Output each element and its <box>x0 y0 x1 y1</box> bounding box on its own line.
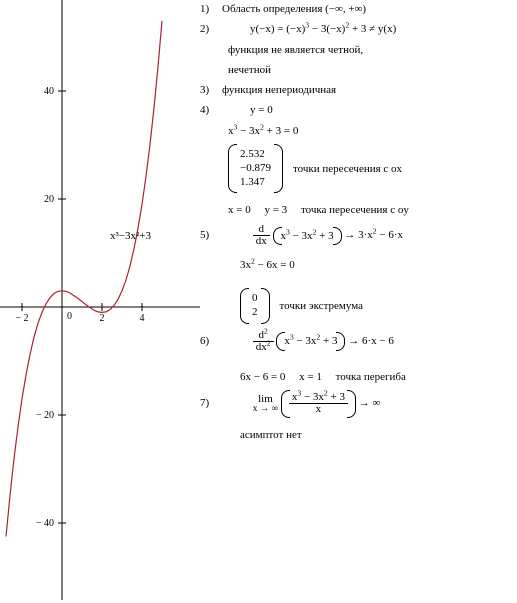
item-1: 1) <box>200 2 222 16</box>
function-chart: − 4− 224− 40− 2020400 x³−3x²+3 <box>0 0 200 600</box>
item-2: 2) <box>200 22 222 36</box>
d2-inner: x3 − 3x2 + 3 <box>284 335 337 347</box>
d2-bot: dx2 <box>253 342 274 354</box>
cubic-eq: x3 − 3x2 + 3 = 0 <box>200 124 515 138</box>
svg-text:0: 0 <box>67 311 72 322</box>
parity-text-a: функция не является четной, <box>200 43 515 57</box>
inflection-row: 6x − 6 = 0 x = 1 точка перегиба <box>200 370 515 384</box>
deriv-inner: x3 − 3x2 + 3 <box>281 230 334 242</box>
function-label: x³−3x²+3 <box>110 230 151 242</box>
item-4: 4) <box>200 103 222 117</box>
extrema-text: точки экстремума <box>280 299 363 313</box>
eq-y0: y = 0 <box>222 104 273 116</box>
domain-text: Область определения (−∞, +∞) <box>222 3 366 15</box>
derivative-row: 5) ddx x3 − 3x2 + 3 → 3·x2 − 6·x <box>200 224 515 248</box>
deriv-zero: 3x2 − 6x = 0 <box>200 258 515 272</box>
parity-text-b: нечетной <box>200 63 515 77</box>
svg-text:4: 4 <box>140 313 145 324</box>
svg-text:20: 20 <box>44 194 54 205</box>
parity-eq: y(−x) = (−x)3 − 3(−x)2 + 3 ≠ y(x) <box>222 23 396 35</box>
periodicity-text: функция непериодичная <box>222 84 336 96</box>
svg-text:− 20: − 20 <box>36 410 54 421</box>
roots-row: 2.532 −0.879 1.347 точки пересечения с o… <box>200 144 515 193</box>
extrema-vector: 0 2 <box>240 288 270 324</box>
item-3: 3) <box>200 83 222 97</box>
svg-text:− 40: − 40 <box>36 518 54 529</box>
chart-svg: − 4− 224− 40− 2020400 <box>0 0 200 600</box>
deriv-rhs: → 3·x2 − 6·x <box>344 229 403 241</box>
analysis-notes: 1)Область определения (−∞, +∞) 2)y(−x) =… <box>200 2 515 598</box>
limit-row: 7) lim x → ∞ x3 − 3x2 + 3 x → ∞ <box>200 390 515 418</box>
ox-intersect-text: точки пересечения с ox <box>293 162 402 176</box>
svg-text:− 2: − 2 <box>15 313 28 324</box>
roots-vector: 2.532 −0.879 1.347 <box>228 144 283 193</box>
svg-text:40: 40 <box>44 86 54 97</box>
asymptote-text: асимптот нет <box>200 428 515 442</box>
oy-intersect-row: x = 0 y = 3 точка пересечения с oy <box>200 203 515 217</box>
second-deriv-row: 6) d2dx2 x3 − 3x2 + 3 → 6·x − 6 <box>200 330 515 354</box>
extrema-row: 0 2 точки экстремума <box>200 288 515 324</box>
svg-text:2: 2 <box>100 313 105 324</box>
d2-rhs: → 6·x − 6 <box>348 335 394 347</box>
